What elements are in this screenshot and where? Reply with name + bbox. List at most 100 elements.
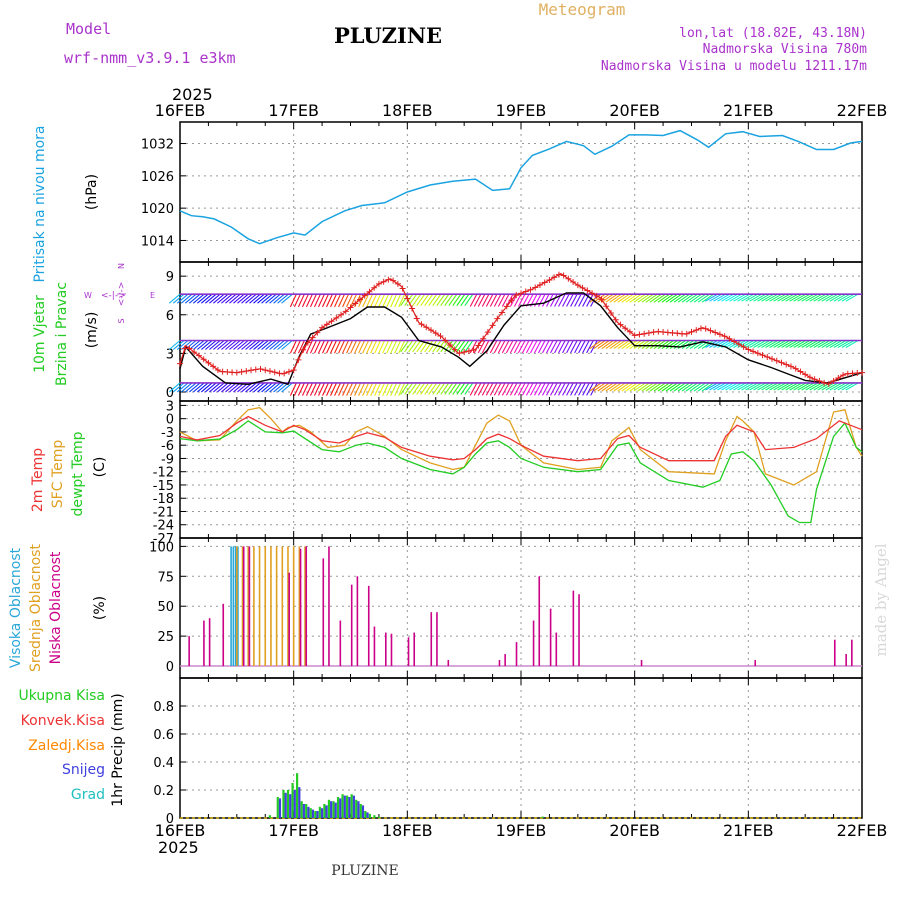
compass-e: E bbox=[150, 291, 155, 300]
gust-marker bbox=[503, 303, 510, 310]
wind-barb bbox=[538, 382, 546, 396]
wind-barb bbox=[201, 293, 213, 304]
y-tick-label: 0.6 bbox=[153, 728, 174, 743]
gust-marker bbox=[295, 356, 302, 363]
wind-barb bbox=[697, 382, 710, 392]
gust-marker bbox=[835, 374, 842, 381]
wind-barb bbox=[589, 340, 602, 349]
wind-barb bbox=[428, 293, 438, 306]
wind-barb bbox=[412, 340, 422, 353]
x-tick-label-bottom: 22FEB bbox=[837, 821, 888, 840]
wind-barb bbox=[221, 293, 233, 304]
wind-barb bbox=[350, 293, 358, 308]
gust-marker bbox=[731, 338, 738, 345]
wind-barb bbox=[809, 382, 823, 391]
wind-barb bbox=[781, 382, 795, 391]
wind-barb bbox=[717, 293, 730, 302]
t2m-line bbox=[179, 415, 863, 462]
wind-barb bbox=[432, 382, 442, 395]
wind-barb bbox=[456, 293, 466, 306]
wind-barb bbox=[521, 382, 530, 396]
compass-n-letter: N bbox=[117, 263, 126, 269]
gust-marker bbox=[281, 370, 288, 377]
wind-barb bbox=[273, 382, 285, 393]
gust-marker bbox=[759, 352, 766, 359]
wind-barb bbox=[261, 382, 273, 393]
y-tick-label: -27 bbox=[153, 532, 174, 547]
wind-barb bbox=[318, 293, 325, 308]
wind-barb bbox=[785, 382, 799, 391]
precip-total-bar bbox=[377, 816, 381, 818]
wind-barb bbox=[653, 293, 666, 303]
wind-barb bbox=[241, 293, 253, 304]
wind-barb bbox=[773, 293, 787, 302]
y-tick-label: -15 bbox=[153, 479, 174, 494]
wind-barb bbox=[354, 382, 362, 396]
x-tick-label-top: 18FEB bbox=[382, 101, 433, 120]
wind-barb bbox=[172, 382, 185, 393]
gust-marker bbox=[470, 346, 477, 353]
wind-barb bbox=[342, 382, 349, 396]
wind-barb bbox=[749, 382, 762, 391]
wind-barb bbox=[773, 382, 787, 391]
pressure-unit: (hPa) bbox=[84, 174, 100, 210]
gust-marker bbox=[532, 284, 539, 291]
wind-barb bbox=[493, 340, 502, 354]
y-tick-label: 1026 bbox=[141, 170, 174, 185]
gust-marker bbox=[437, 333, 444, 340]
wind-barb bbox=[562, 382, 570, 396]
wind-barb bbox=[677, 382, 690, 392]
wind-barb bbox=[322, 293, 329, 308]
wind-barb bbox=[386, 293, 394, 308]
wind-barb bbox=[621, 293, 634, 303]
wind-barb bbox=[201, 382, 213, 393]
wind-barb bbox=[829, 382, 843, 391]
wind-barb bbox=[805, 382, 819, 391]
wind-barb bbox=[669, 293, 682, 303]
wind-barb bbox=[661, 382, 674, 392]
gust-marker bbox=[371, 284, 378, 291]
wind-barb bbox=[721, 293, 734, 302]
wind-barb bbox=[813, 293, 827, 302]
gust-marker bbox=[513, 292, 520, 299]
wind-barb bbox=[825, 340, 839, 348]
wind-barb bbox=[273, 293, 285, 304]
precip-total-bar bbox=[314, 811, 317, 818]
precip-total-bar bbox=[327, 799, 331, 818]
precip-snow-bar bbox=[307, 806, 310, 818]
watermark: made by Angel bbox=[872, 543, 890, 656]
wind-barb bbox=[436, 382, 446, 395]
gust-marker bbox=[394, 280, 401, 287]
wind-barb bbox=[225, 382, 237, 393]
wind-barb bbox=[597, 340, 610, 349]
precip-snow-bar bbox=[284, 792, 287, 818]
y-tick-label: 1014 bbox=[141, 234, 174, 249]
wind-barb bbox=[305, 340, 313, 354]
wind-barb bbox=[721, 382, 734, 391]
wind-barb bbox=[197, 382, 209, 393]
wind-barb bbox=[245, 293, 257, 304]
wind-barb bbox=[452, 382, 462, 395]
gust-marker bbox=[518, 290, 524, 297]
gust-marker bbox=[177, 360, 183, 367]
gust-marker bbox=[508, 297, 515, 304]
wind-barb bbox=[374, 340, 382, 354]
wind-barb bbox=[641, 293, 654, 303]
wind-barb bbox=[460, 293, 470, 306]
y-tick-label: 1020 bbox=[141, 202, 174, 217]
wind-barb bbox=[609, 293, 622, 303]
precip-snow-bar bbox=[361, 805, 365, 818]
wind-barb bbox=[661, 340, 674, 349]
gust-marker bbox=[555, 271, 562, 278]
wind-barb bbox=[613, 293, 626, 303]
dew-title: dewpt Temp bbox=[70, 431, 86, 516]
wind-barb bbox=[705, 293, 718, 302]
wind-barb bbox=[586, 340, 594, 354]
precip-snow-bar bbox=[293, 790, 296, 818]
wind-barb bbox=[737, 382, 750, 391]
cloud-unit: (%) bbox=[92, 596, 108, 620]
wind-barb bbox=[657, 340, 670, 349]
wind-barb bbox=[593, 340, 606, 349]
x-tick-label-bottom: 21FEB bbox=[723, 821, 774, 840]
